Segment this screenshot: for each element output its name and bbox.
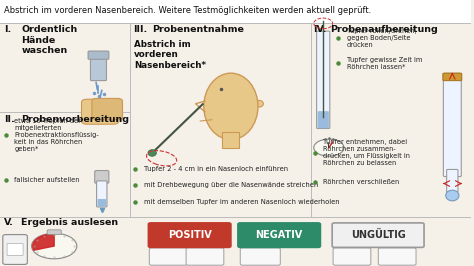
Text: etwa 10 Tropfen der
mitgelieferten
Probenextraktionsflüssig-
keit in das Röhrche: etwa 10 Tropfen der mitgelieferten Probe… [14, 118, 99, 152]
FancyBboxPatch shape [47, 230, 61, 235]
Circle shape [32, 233, 77, 259]
Text: II.: II. [4, 115, 15, 124]
FancyBboxPatch shape [317, 31, 330, 128]
Text: Ergebnis auslesen: Ergebnis auslesen [21, 218, 118, 227]
Text: Abstrich im
vorderen
Nasenbereich*: Abstrich im vorderen Nasenbereich* [134, 40, 206, 70]
Text: Probenaufbereitung: Probenaufbereitung [330, 25, 438, 34]
Text: Probenvorbereitung: Probenvorbereitung [21, 115, 129, 124]
FancyBboxPatch shape [186, 248, 224, 265]
FancyBboxPatch shape [222, 132, 239, 148]
Ellipse shape [446, 190, 459, 201]
Text: mit demselben Tupfer im anderen Nasenloch wiederholen: mit demselben Tupfer im anderen Nasenloc… [144, 199, 339, 205]
Ellipse shape [255, 101, 264, 107]
FancyBboxPatch shape [332, 223, 424, 247]
FancyBboxPatch shape [318, 111, 329, 128]
FancyBboxPatch shape [148, 223, 231, 247]
FancyBboxPatch shape [95, 171, 109, 183]
Circle shape [314, 139, 344, 156]
Text: I.: I. [4, 25, 11, 34]
Text: Probenentnahme: Probenentnahme [152, 25, 244, 34]
Text: IV.: IV. [313, 25, 327, 34]
Bar [0, 0, 471, 23]
FancyBboxPatch shape [3, 235, 27, 264]
Text: Röhrchen verschließen: Röhrchen verschließen [323, 179, 400, 185]
FancyBboxPatch shape [97, 181, 107, 207]
FancyBboxPatch shape [447, 169, 458, 192]
FancyBboxPatch shape [92, 98, 122, 120]
FancyBboxPatch shape [149, 248, 187, 265]
FancyBboxPatch shape [443, 73, 461, 177]
Text: NEGATIV: NEGATIV [255, 230, 303, 240]
Text: Tupfer rollen/drehen,
gegen Boden/Seite
drücken: Tupfer rollen/drehen, gegen Boden/Seite … [347, 28, 416, 48]
Ellipse shape [204, 73, 258, 140]
Text: V.: V. [4, 218, 14, 227]
Text: UNGÜLTIG: UNGÜLTIG [351, 230, 405, 240]
FancyBboxPatch shape [443, 73, 462, 81]
Text: fallsicher aufstellen: fallsicher aufstellen [14, 177, 80, 183]
Ellipse shape [148, 149, 156, 156]
FancyBboxPatch shape [88, 51, 109, 59]
FancyBboxPatch shape [378, 248, 416, 265]
Text: POSITIV: POSITIV [168, 230, 211, 240]
FancyBboxPatch shape [82, 99, 118, 124]
FancyBboxPatch shape [240, 248, 280, 265]
Text: Tupfer gewisse Zeit im
Röhrchen lassen*: Tupfer gewisse Zeit im Röhrchen lassen* [347, 57, 422, 70]
Polygon shape [33, 234, 54, 250]
Text: Tupfer entnehmen, dabei
Röhrchen zusammen-
drücken, um Flüssigkeit in
Röhrchen z: Tupfer entnehmen, dabei Röhrchen zusamme… [323, 139, 410, 167]
Text: III.: III. [133, 25, 147, 34]
FancyBboxPatch shape [98, 199, 106, 207]
Text: mit Drehbewegung über die Nasenwände streichen: mit Drehbewegung über die Nasenwände str… [144, 182, 318, 188]
Text: Abstrich im vorderen Nasenbereich. Weitere Testmöglichkeiten werden aktuell gepr: Abstrich im vorderen Nasenbereich. Weite… [4, 6, 371, 15]
FancyBboxPatch shape [7, 243, 23, 256]
FancyBboxPatch shape [238, 223, 320, 247]
FancyBboxPatch shape [333, 248, 371, 265]
Text: Ordentlich
Hände
waschen: Ordentlich Hände waschen [21, 25, 77, 55]
FancyBboxPatch shape [91, 55, 107, 81]
Text: Tupfer 2 - 4 cm in ein Nasenloch einführen: Tupfer 2 - 4 cm in ein Nasenloch einführ… [144, 166, 288, 172]
